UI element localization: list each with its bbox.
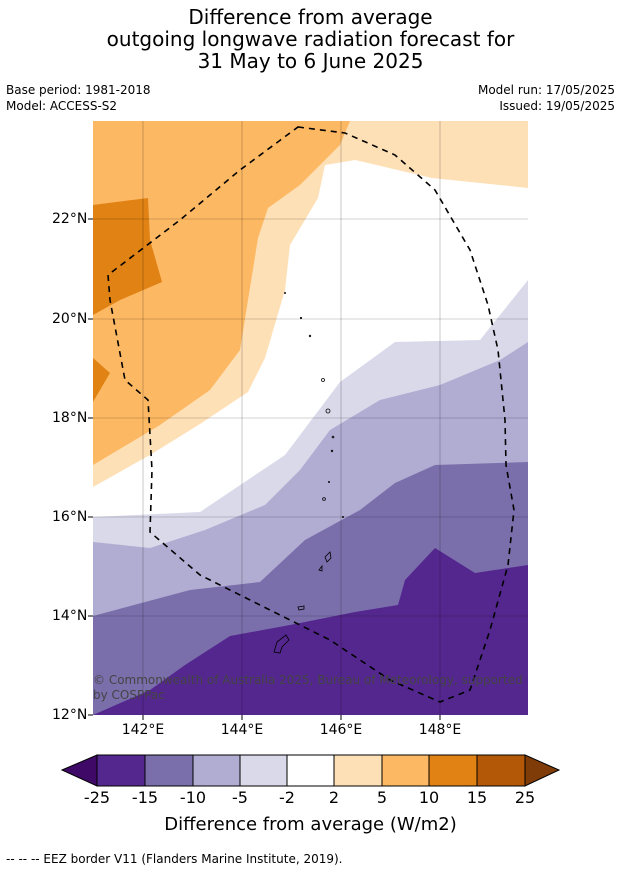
lat-label-14: 14°N [52, 608, 88, 624]
colorbar-bin-2 [144, 754, 194, 787]
colorbar [60, 754, 561, 787]
base-period: Base period: 1981-2018 [6, 83, 151, 97]
field-neg-15-25 [93, 548, 528, 715]
meta-left: Base period: 1981-2018 Model: ACCESS-S2 [6, 82, 151, 114]
colorbar-tick-1: -25 [83, 788, 111, 807]
colorbar-bin-4 [239, 754, 288, 787]
copyright-notice: © Commonwealth of Australia 2025, Bureau… [93, 673, 523, 702]
colorbar-bin-6 [333, 754, 383, 787]
saipan-island [324, 551, 332, 563]
guguan-island [330, 449, 334, 453]
asuncion-island [283, 291, 286, 294]
colorbar-tick-2: -15 [131, 788, 159, 807]
title-line-2: outgoing longwave radiation forecast for [106, 27, 515, 51]
meta-right: Model run: 17/05/2025 Issued: 19/05/2025 [478, 82, 615, 114]
field-pos-10-15-a [93, 198, 162, 315]
guam-island [273, 634, 290, 654]
model-run: Model run: 17/05/2025 [477, 83, 615, 97]
lon-label-148: 148°E [418, 722, 462, 738]
colorbar-bin-7 [381, 754, 430, 787]
axis-ticks [88, 218, 441, 720]
map-title: Difference from average outgoing longwav… [0, 6, 621, 72]
eez-border [107, 126, 515, 703]
agrihan-island [299, 316, 303, 320]
colorbar-bin-8 [428, 754, 478, 787]
tinian-island [318, 564, 323, 572]
eez-footnote: -- -- -- EEZ border V11 (Flanders Marine… [6, 852, 343, 866]
lat-label-16: 16°N [52, 509, 88, 525]
colorbar-tick-6: 2 [328, 788, 340, 807]
islands [273, 291, 344, 654]
lat-label-22: 22°N [52, 211, 88, 227]
lon-label-142: 142°E [121, 722, 165, 738]
lon-label-146: 146°E [319, 722, 363, 738]
anatahan-island [325, 408, 331, 414]
field-pos-10-15-b [93, 358, 110, 402]
colorbar-title: Difference from average (W/m2) [164, 814, 457, 835]
colorbar-tick-5: -2 [279, 788, 295, 807]
title-line-1: Difference from average [188, 5, 433, 29]
lat-label-12: 12°N [52, 707, 88, 723]
title-line-3: 31 May to 6 June 2025 [197, 49, 424, 73]
sarigan-island [308, 334, 312, 338]
alamagan-island [331, 435, 335, 439]
lat-label-20: 20°N [52, 311, 88, 327]
colorbar-bin-9 [476, 754, 526, 787]
colorbar-tick-3: -10 [179, 788, 207, 807]
colorbar-tick-4: -5 [232, 788, 248, 807]
colorbar-tick-9: 15 [466, 788, 488, 807]
field-pos-2-5-top [470, 121, 515, 127]
lat-label-18: 18°N [52, 410, 88, 426]
pagan-island [321, 378, 325, 382]
colorbar-tick-10: 25 [514, 788, 536, 807]
colorbar-bin-3 [192, 754, 241, 787]
colorbar-bin-5 [286, 754, 335, 787]
model-name: Model: ACCESS-S2 [6, 99, 118, 113]
colorbar-tick-7: 5 [376, 788, 388, 807]
lon-label-144: 144°E [220, 722, 264, 738]
farallon-island [322, 497, 326, 501]
map-field [93, 121, 528, 715]
issued-date: Issued: 19/05/2025 [499, 99, 615, 113]
field-pos-5-10 [93, 121, 350, 465]
medinilla-island [341, 516, 344, 519]
colorbar-bin-1 [96, 754, 146, 787]
colorbar-extend-high [524, 754, 561, 787]
maug-island [327, 480, 330, 483]
gridlines [93, 121, 528, 715]
colorbar-extend-low [60, 754, 98, 787]
colorbar-tick-8: 10 [418, 788, 440, 807]
rota-island [297, 605, 305, 611]
